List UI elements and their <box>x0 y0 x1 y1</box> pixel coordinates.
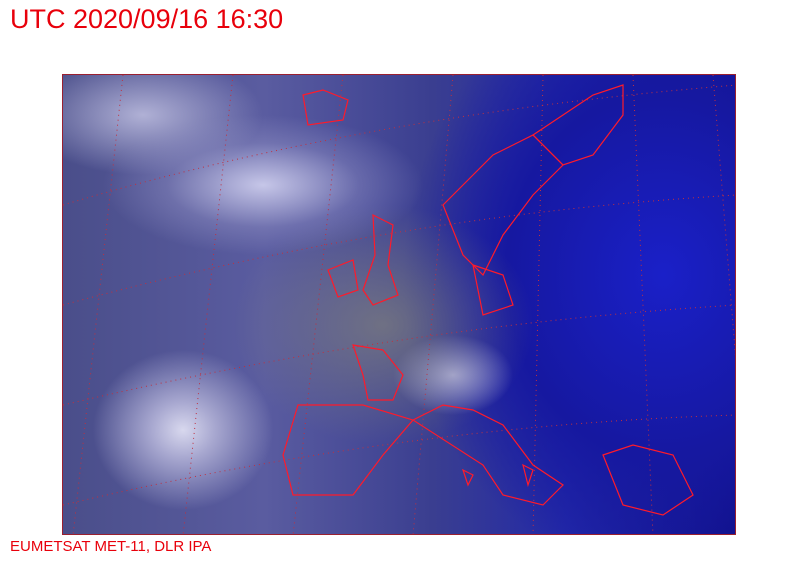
satellite-map <box>62 74 736 535</box>
timestamp-title: UTC 2020/09/16 16:30 <box>10 4 284 34</box>
coastlines-overlay <box>63 75 735 534</box>
lat-lon-grid <box>63 75 735 534</box>
coastlines <box>282 84 694 516</box>
image-credit: EUMETSAT MET-11, DLR IPA <box>10 538 212 555</box>
